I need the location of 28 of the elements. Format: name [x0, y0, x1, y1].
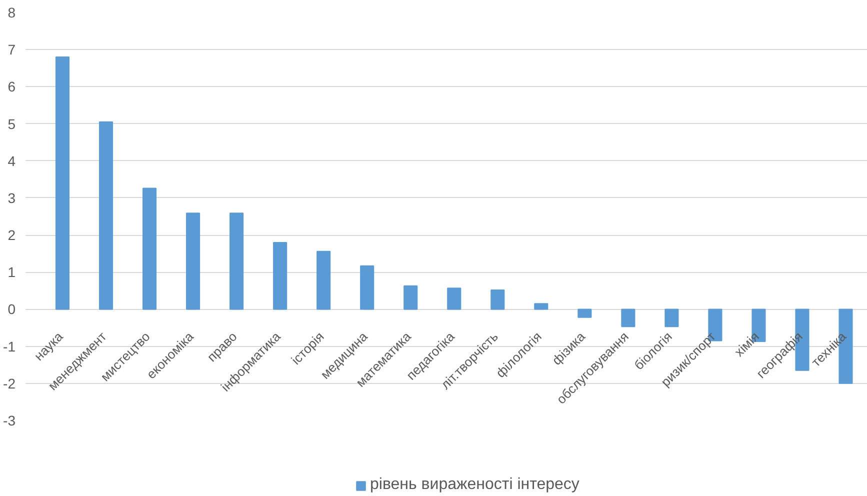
y-tick-label: 3 — [8, 190, 16, 206]
bar — [186, 212, 200, 310]
bar — [316, 250, 331, 310]
y-tick-label: -2 — [3, 375, 16, 392]
bar — [360, 265, 374, 310]
y-tick-label: 1 — [8, 264, 16, 280]
bar — [55, 56, 70, 310]
bar — [404, 285, 418, 310]
bar — [621, 308, 636, 328]
y-tick-label: 5 — [8, 116, 16, 132]
y-tick-label: -1 — [3, 338, 16, 354]
bar — [230, 212, 244, 310]
y-tick-label: 2 — [8, 227, 16, 244]
y-tick-label: 6 — [8, 78, 16, 95]
bar — [273, 242, 288, 310]
bar — [664, 308, 679, 328]
bar — [534, 303, 548, 310]
bar — [490, 289, 505, 310]
y-tick-label: 7 — [8, 42, 16, 58]
y-tick-label: 0 — [8, 301, 16, 318]
y-tick-label: -3 — [3, 412, 16, 428]
bar — [142, 188, 157, 310]
bar — [447, 288, 462, 310]
y-tick-label: 8 — [8, 4, 16, 20]
legend-label: рівень вираженості інтересу — [370, 476, 580, 494]
y-tick-label: 4 — [8, 152, 16, 169]
bar — [98, 121, 114, 310]
bar — [578, 308, 592, 318]
